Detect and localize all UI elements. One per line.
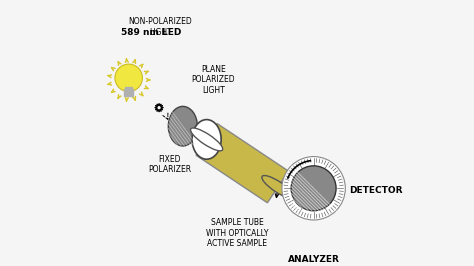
Ellipse shape — [191, 128, 223, 151]
Bar — [125, 89, 133, 96]
Circle shape — [115, 64, 142, 92]
Text: DETECTOR: DETECTOR — [349, 186, 403, 196]
Ellipse shape — [168, 106, 197, 146]
Text: PLANE
POLARIZED
LIGHT: PLANE POLARIZED LIGHT — [191, 65, 235, 95]
Text: 589 nm LED: 589 nm LED — [121, 28, 181, 37]
Text: SAMPLE TUBE
WITH OPTICALLY
ACTIVE SAMPLE: SAMPLE TUBE WITH OPTICALLY ACTIVE SAMPLE — [206, 218, 268, 248]
Polygon shape — [196, 124, 289, 203]
Ellipse shape — [262, 176, 294, 198]
Text: ANALYZER: ANALYZER — [288, 255, 339, 264]
Text: NON-POLARIZED
LIGHT: NON-POLARIZED LIGHT — [128, 17, 192, 37]
Text: FIXED
POLARIZER: FIXED POLARIZER — [148, 155, 191, 174]
Bar — [125, 87, 132, 90]
Circle shape — [282, 157, 346, 220]
Circle shape — [291, 166, 336, 211]
Ellipse shape — [192, 120, 221, 159]
